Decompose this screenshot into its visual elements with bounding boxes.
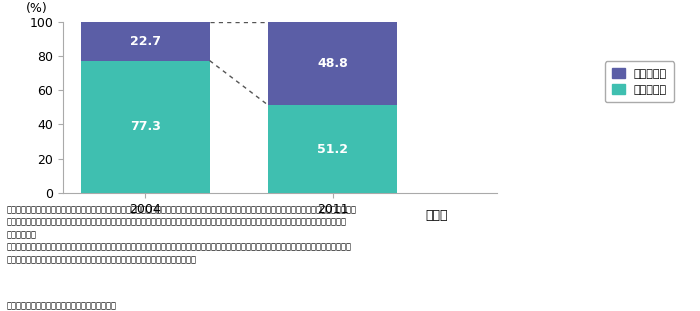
Text: 22.7: 22.7 — [130, 35, 160, 48]
Bar — [268, 105, 398, 193]
Text: 48.8: 48.8 — [317, 57, 348, 70]
Legend: 主な新興国, 主な先進国: 主な新興国, 主な先進国 — [605, 61, 673, 102]
Text: (%): (%) — [26, 2, 48, 15]
Bar — [80, 22, 209, 61]
Text: 77.3: 77.3 — [130, 120, 160, 133]
Text: 備考：主要先進国は、カナダ、チェコ、米国、オーストリア、ベルギー、デンマーク、フィンランド、フランス、ドイツ、ギリシャ、アイルランド、イスラ
　エル、イタリア、: 備考：主要先進国は、カナダ、チェコ、米国、オーストリア、ベルギー、デンマーク、フ… — [7, 205, 357, 264]
Bar — [268, 22, 398, 105]
Text: 資料：マークラインズ社データベースから作成。: 資料：マークラインズ社データベースから作成。 — [7, 302, 117, 311]
Text: 51.2: 51.2 — [317, 142, 349, 156]
Text: （年）: （年） — [426, 209, 448, 222]
Bar — [80, 61, 209, 193]
